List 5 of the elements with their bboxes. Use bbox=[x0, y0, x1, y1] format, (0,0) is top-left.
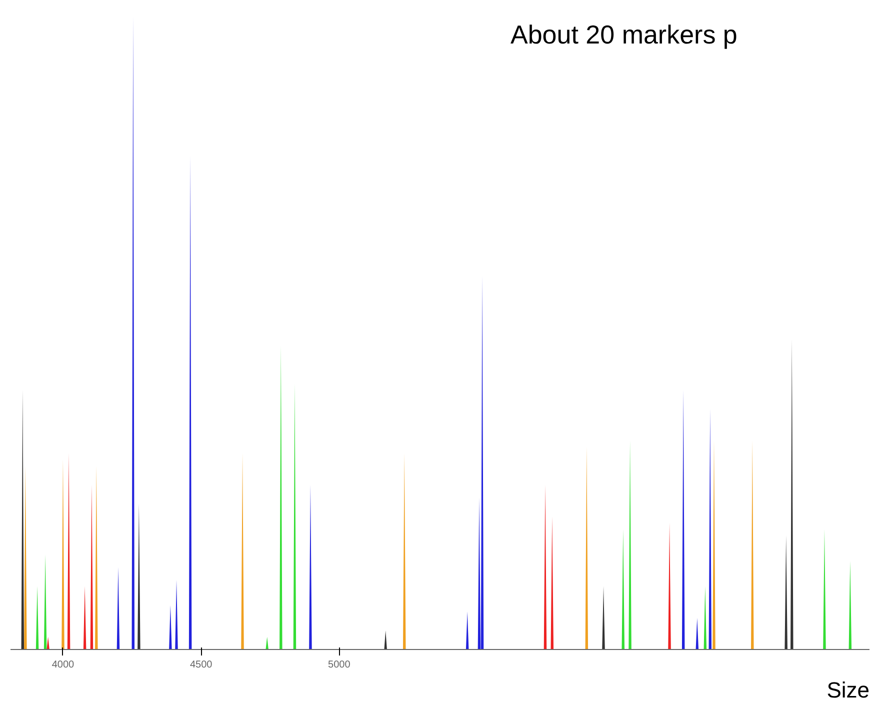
x-tick-label: 4500 bbox=[190, 660, 213, 670]
x-tick-label: 5000 bbox=[328, 660, 351, 670]
x-tick-label: 4000 bbox=[52, 660, 75, 670]
x-axis-title: Size bbox=[826, 678, 870, 702]
annotation: About 20 markers p bbox=[510, 20, 738, 50]
